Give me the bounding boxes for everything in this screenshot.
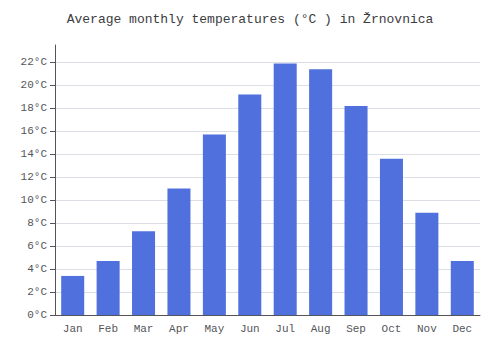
svg-text:Oct: Oct	[382, 323, 402, 335]
svg-text:22°C: 22°C	[21, 56, 48, 68]
svg-text:14°C: 14°C	[21, 148, 48, 160]
svg-text:Dec: Dec	[452, 323, 472, 335]
svg-text:20°C: 20°C	[21, 79, 48, 91]
svg-text:Jul: Jul	[275, 323, 295, 335]
svg-text:Mar: Mar	[134, 323, 154, 335]
svg-text:10°C: 10°C	[21, 194, 48, 206]
svg-text:Nov: Nov	[417, 323, 437, 335]
svg-text:12°C: 12°C	[21, 171, 48, 183]
svg-text:2°C: 2°C	[27, 286, 47, 298]
svg-text:Jan: Jan	[63, 323, 83, 335]
svg-text:Sep: Sep	[346, 323, 366, 335]
svg-text:0°C: 0°C	[27, 309, 47, 321]
svg-text:Jun: Jun	[240, 323, 260, 335]
svg-text:Average monthly temperatures (: Average monthly temperatures (°C ) in Žr…	[67, 12, 434, 27]
svg-text:4°C: 4°C	[27, 263, 47, 275]
svg-text:8°C: 8°C	[27, 217, 47, 229]
svg-text:18°C: 18°C	[21, 102, 48, 114]
svg-text:Aug: Aug	[311, 323, 331, 335]
svg-text:Apr: Apr	[169, 323, 189, 335]
svg-text:Feb: Feb	[98, 323, 118, 335]
svg-text:16°C: 16°C	[21, 125, 48, 137]
svg-text:6°C: 6°C	[27, 240, 47, 252]
svg-text:May: May	[204, 323, 224, 335]
